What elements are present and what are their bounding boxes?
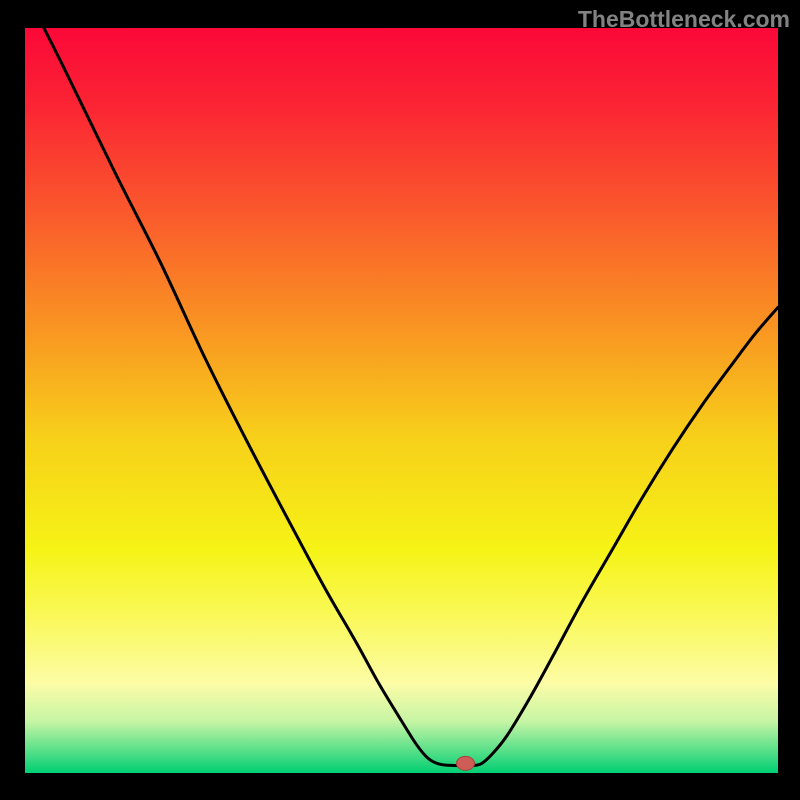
gradient-background [25, 28, 778, 773]
bottleneck-curve-chart [25, 28, 778, 773]
watermark-text: TheBottleneck.com [578, 6, 790, 33]
optimal-point-marker [457, 756, 475, 770]
